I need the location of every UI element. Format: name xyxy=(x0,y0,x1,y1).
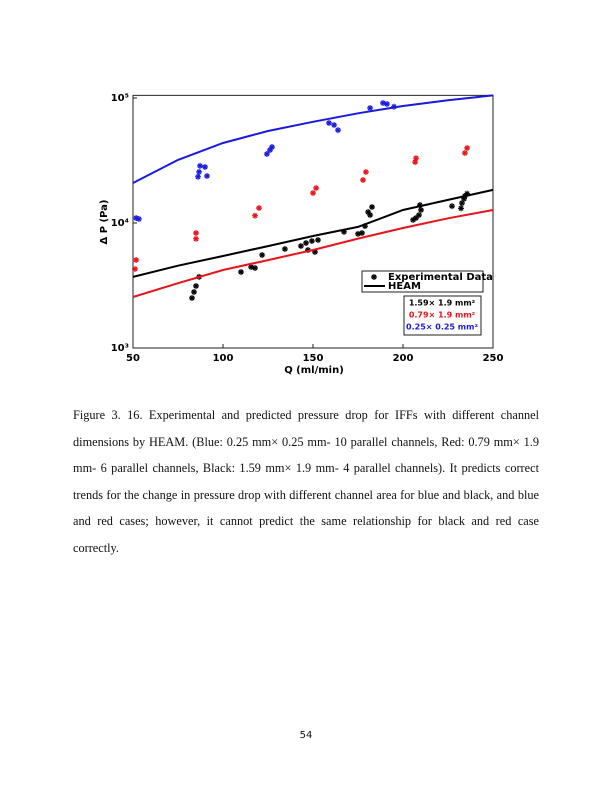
data-point xyxy=(132,266,138,272)
x-tick-label: 200 xyxy=(393,353,414,364)
data-point xyxy=(197,162,203,169)
data-point xyxy=(362,169,369,175)
data-point xyxy=(252,212,258,219)
model-line xyxy=(132,94,494,184)
data-point xyxy=(461,195,467,202)
x-tick-label: 250 xyxy=(483,353,504,364)
data-point xyxy=(202,164,208,170)
y-tick-label: 10⁵ xyxy=(111,93,129,104)
data-point xyxy=(191,289,197,295)
data-point xyxy=(259,252,266,258)
data-point xyxy=(315,237,321,243)
model-line xyxy=(132,209,494,298)
data-point xyxy=(418,207,424,213)
x-tick-label: 50 xyxy=(126,353,140,364)
legend-box xyxy=(361,270,484,293)
model-line xyxy=(132,188,494,278)
data-point xyxy=(312,249,318,255)
figure-caption: Figure 3. 16. Experimental and predicted… xyxy=(73,408,539,555)
data-point xyxy=(305,247,311,253)
data-point xyxy=(369,204,375,210)
data-point xyxy=(308,238,315,244)
data-point xyxy=(355,230,361,237)
data-point xyxy=(313,185,320,191)
data-point xyxy=(464,145,471,151)
data-point xyxy=(256,205,262,211)
legend-entry: 0.79× 1.9 mm² xyxy=(409,311,476,320)
data-point xyxy=(391,103,397,110)
legend-entry: 1.59× 1.9 mm² xyxy=(409,299,476,308)
data-point xyxy=(416,212,422,218)
data-point xyxy=(461,150,468,156)
data-point xyxy=(359,230,365,236)
data-point xyxy=(195,173,201,180)
data-point xyxy=(281,246,288,252)
data-point xyxy=(263,151,270,157)
legend-label: HEAM xyxy=(388,281,421,292)
y-tick-label: 10⁴ xyxy=(111,218,129,229)
data-point xyxy=(133,257,140,263)
data-point xyxy=(326,120,332,126)
data-point xyxy=(341,228,347,235)
data-point xyxy=(459,200,465,206)
data-point xyxy=(297,243,304,249)
data-point xyxy=(360,177,366,183)
data-point xyxy=(135,216,142,222)
data-point xyxy=(331,122,338,128)
data-point xyxy=(449,203,455,210)
data-point xyxy=(412,159,419,166)
data-point xyxy=(367,212,374,218)
data-point xyxy=(464,190,471,197)
data-point xyxy=(335,127,341,134)
data-point xyxy=(269,144,275,150)
data-point xyxy=(365,209,372,215)
data-point xyxy=(367,105,374,111)
data-point xyxy=(310,190,316,196)
legend-label: Experimental Data xyxy=(388,272,493,283)
data-point xyxy=(248,264,255,270)
data-point xyxy=(133,215,140,221)
data-point xyxy=(252,265,258,271)
x-axis-label: Q (ml/min) xyxy=(284,365,344,376)
data-point xyxy=(238,269,244,275)
y-tick-label: 10³ xyxy=(111,343,129,354)
data-point xyxy=(196,168,203,175)
data-point xyxy=(413,155,419,162)
data-point xyxy=(267,147,273,153)
data-point xyxy=(384,101,390,107)
x-tick-label: 100 xyxy=(213,353,234,364)
data-point xyxy=(380,100,386,106)
page-number: 54 xyxy=(299,730,313,741)
chart: Q (ml/min) Δ P (Pa) 50 100 150 200 250 10³ 10⁴… xyxy=(99,93,504,376)
data-point xyxy=(413,215,419,221)
data-point xyxy=(458,205,464,212)
data-point xyxy=(362,223,368,230)
legend-entry: 0.25× 0.25 mm² xyxy=(406,323,478,332)
data-point xyxy=(461,193,468,199)
data-point xyxy=(189,295,195,301)
legend-marker xyxy=(371,274,377,280)
data-point xyxy=(204,173,210,179)
data-point xyxy=(193,283,199,289)
x-tick-label: 150 xyxy=(303,353,324,364)
data-point xyxy=(410,216,417,223)
y-axis-label: Δ P (Pa) xyxy=(99,200,110,245)
data-point xyxy=(193,230,199,236)
data-point xyxy=(303,240,309,246)
data-point xyxy=(193,235,199,242)
dimension-box xyxy=(403,295,482,336)
data-point xyxy=(416,202,423,208)
